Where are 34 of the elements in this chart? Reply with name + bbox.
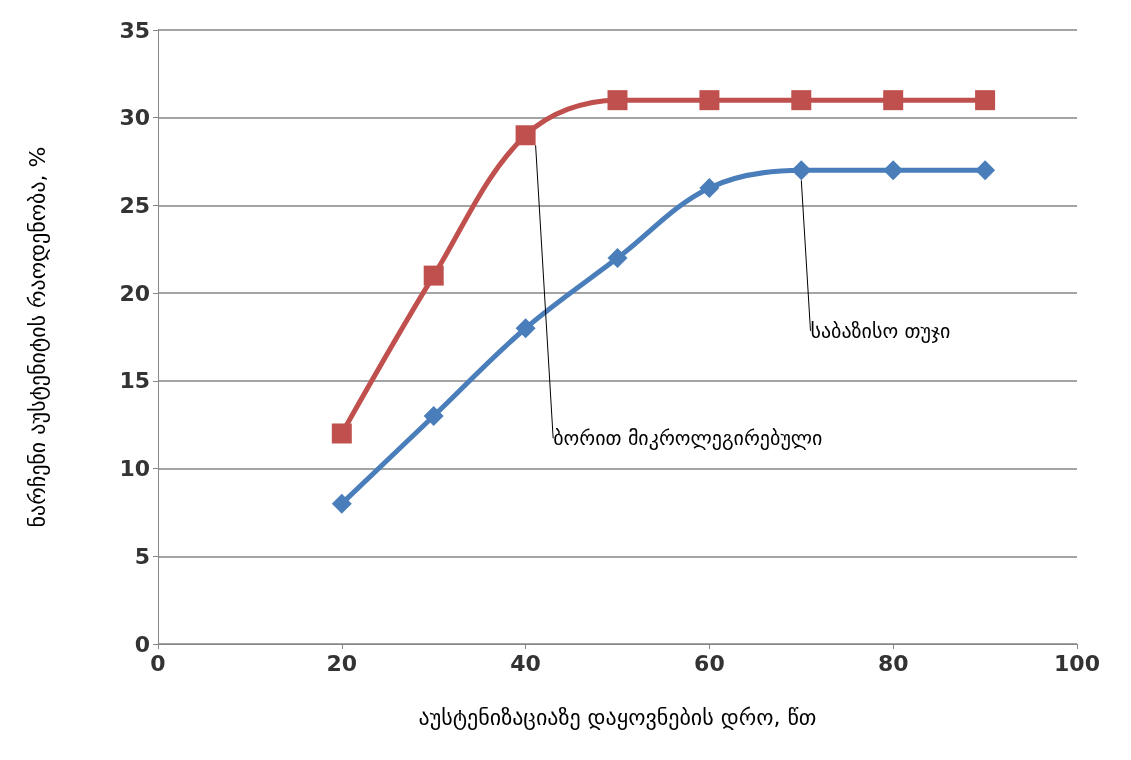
x-tick-label: 40 bbox=[510, 650, 541, 676]
point bbox=[331, 423, 352, 444]
point bbox=[607, 248, 628, 269]
x-tick-label: 20 bbox=[326, 650, 358, 676]
point bbox=[515, 318, 536, 339]
point bbox=[883, 160, 904, 181]
y-tick-label: 0 bbox=[134, 631, 150, 657]
text: საბაზისო თუჯი bbox=[810, 318, 951, 343]
point bbox=[975, 90, 996, 111]
x-tick-label: 0 bbox=[150, 650, 166, 676]
y-tick-label: 15 bbox=[119, 368, 150, 394]
y-tick-label: 30 bbox=[119, 105, 150, 131]
y-axis-title: ნარჩენი აუსტენიტის რაოდენობა, % bbox=[24, 146, 50, 528]
y-tick-label: 10 bbox=[119, 456, 150, 482]
point bbox=[423, 265, 444, 286]
point bbox=[975, 160, 996, 181]
y-tick-label: 35 bbox=[119, 17, 150, 43]
point bbox=[699, 177, 720, 198]
x-tick-label: 80 bbox=[877, 650, 909, 676]
x-tick-label: 100 bbox=[1054, 650, 1100, 676]
point bbox=[423, 405, 444, 426]
y-tick-label: 25 bbox=[119, 192, 150, 218]
point bbox=[607, 90, 628, 111]
x-axis-title: აუსტენიზაციაზე დაყოვნების დრო, წთ bbox=[418, 704, 817, 730]
point bbox=[791, 160, 812, 181]
y-tick-label: 5 bbox=[134, 543, 150, 569]
point bbox=[515, 125, 536, 146]
point bbox=[791, 90, 812, 111]
y-tick-label: 20 bbox=[119, 280, 150, 306]
x-tick-label: 60 bbox=[694, 650, 725, 676]
point bbox=[699, 90, 720, 111]
text: ბორით მიკროლეგირებული bbox=[553, 426, 823, 451]
point bbox=[883, 90, 904, 111]
point bbox=[331, 493, 352, 514]
